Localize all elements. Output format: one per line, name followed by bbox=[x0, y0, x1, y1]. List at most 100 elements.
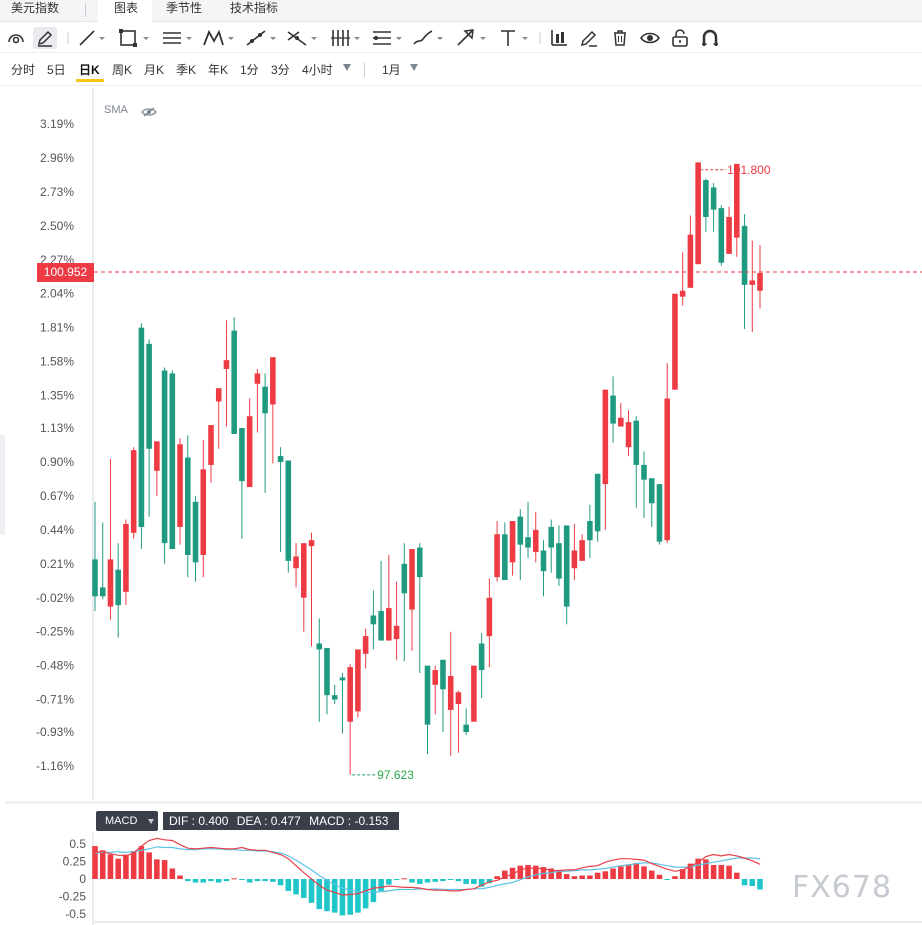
candle-down[interactable] bbox=[231, 330, 237, 434]
candle-up[interactable] bbox=[208, 425, 214, 465]
candle-down[interactable] bbox=[656, 484, 663, 542]
period-4hour[interactable]: 4小时 bbox=[302, 63, 333, 77]
candlestick-chart[interactable]: 3.19%2.96%2.73%2.50%2.27%2.04%1.81%1.58%… bbox=[0, 88, 922, 801]
candle-up[interactable] bbox=[246, 416, 253, 488]
candle-down[interactable] bbox=[556, 543, 562, 579]
candle-up[interactable] bbox=[734, 163, 740, 238]
candle-down[interactable] bbox=[648, 478, 655, 504]
arrow-icon[interactable] bbox=[454, 27, 490, 49]
text-icon[interactable] bbox=[496, 27, 532, 49]
candle-down[interactable] bbox=[331, 695, 338, 700]
candle-up[interactable] bbox=[130, 450, 137, 533]
macd-chart[interactable]: 0.5 0.25 0 -0.25 -0.5 bbox=[0, 833, 922, 925]
candle-up[interactable] bbox=[362, 636, 369, 654]
candle-down[interactable] bbox=[316, 643, 323, 650]
candle-down[interactable] bbox=[594, 473, 601, 532]
candle-up[interactable] bbox=[355, 649, 361, 712]
candle-down[interactable] bbox=[370, 615, 377, 625]
period-weekly[interactable]: 周K bbox=[112, 63, 133, 77]
candle-up[interactable] bbox=[749, 280, 756, 285]
lock-icon[interactable] bbox=[669, 27, 691, 49]
period-daily[interactable]: 日K bbox=[79, 63, 100, 77]
side-panel-handle[interactable] bbox=[0, 435, 5, 535]
candle-up[interactable] bbox=[293, 556, 299, 569]
candle-up[interactable] bbox=[672, 293, 678, 390]
candle-up[interactable] bbox=[679, 290, 686, 297]
line-icon[interactable] bbox=[76, 27, 106, 49]
magnet-icon[interactable] bbox=[5, 27, 27, 49]
candle-up[interactable] bbox=[200, 469, 207, 555]
trash-icon[interactable] bbox=[609, 27, 631, 49]
candle-down[interactable] bbox=[285, 460, 292, 561]
candle-up[interactable] bbox=[447, 675, 454, 710]
pattern-icon[interactable] bbox=[201, 27, 237, 49]
candle-up[interactable] bbox=[386, 608, 392, 641]
candle-down[interactable] bbox=[440, 659, 446, 690]
candle-down[interactable] bbox=[587, 521, 593, 541]
candle-up[interactable] bbox=[393, 625, 400, 640]
candle-down[interactable] bbox=[540, 550, 547, 572]
period-yearly[interactable]: 年K bbox=[208, 63, 229, 77]
candle-up[interactable] bbox=[625, 422, 632, 448]
ray-icon[interactable] bbox=[244, 27, 280, 49]
candle-down[interactable] bbox=[401, 563, 408, 594]
tab-seasonality[interactable]: 季节性 bbox=[166, 1, 203, 15]
candle-down[interactable] bbox=[502, 534, 508, 581]
candle-down[interactable] bbox=[99, 587, 106, 597]
candle-down[interactable] bbox=[718, 208, 725, 263]
candle-up[interactable] bbox=[532, 529, 539, 552]
candle-down[interactable] bbox=[185, 457, 191, 555]
candle-up[interactable] bbox=[455, 692, 462, 705]
eye-icon[interactable] bbox=[639, 27, 661, 49]
candle-down[interactable] bbox=[463, 724, 469, 733]
period-quarterly[interactable]: 季K bbox=[176, 63, 197, 77]
chart-settings-icon[interactable] bbox=[548, 27, 570, 49]
eye-off-icon[interactable] bbox=[141, 106, 157, 118]
rectangle-icon[interactable] bbox=[117, 27, 153, 49]
candle-down[interactable] bbox=[378, 611, 384, 641]
candle-down[interactable] bbox=[641, 464, 647, 480]
candle-up[interactable] bbox=[687, 234, 694, 288]
period-5d[interactable]: 5日 bbox=[47, 63, 66, 77]
candle-up[interactable] bbox=[300, 543, 307, 598]
candle-up[interactable] bbox=[107, 559, 114, 607]
candle-up[interactable] bbox=[254, 373, 261, 384]
candle-down[interactable] bbox=[161, 370, 168, 544]
tab-technical[interactable]: 技术指标 bbox=[230, 1, 279, 15]
chevron-down-icon[interactable] bbox=[410, 64, 418, 71]
candle-up[interactable] bbox=[308, 540, 315, 547]
brush-icon[interactable] bbox=[411, 27, 447, 49]
candle-up[interactable] bbox=[154, 441, 160, 471]
edit-icon[interactable] bbox=[578, 27, 600, 49]
candle-down[interactable] bbox=[115, 569, 121, 606]
candle-up[interactable] bbox=[215, 388, 222, 402]
candle-down[interactable] bbox=[262, 386, 268, 414]
candle-down[interactable] bbox=[563, 525, 570, 607]
pane-divider[interactable] bbox=[5, 801, 922, 804]
candle-up[interactable] bbox=[409, 549, 415, 610]
candle-up[interactable] bbox=[123, 523, 129, 592]
candle-up[interactable] bbox=[494, 534, 500, 578]
candle-down[interactable] bbox=[239, 428, 245, 482]
candle-down[interactable] bbox=[478, 643, 485, 671]
candle-up[interactable] bbox=[471, 665, 477, 722]
candle-down[interactable] bbox=[517, 516, 524, 545]
period-dropdown[interactable]: 1月 bbox=[382, 63, 401, 77]
candle-up[interactable] bbox=[602, 389, 609, 485]
candle-down[interactable] bbox=[424, 665, 431, 725]
candle-down[interactable] bbox=[633, 420, 640, 465]
candle-down[interactable] bbox=[610, 395, 616, 424]
candle-down[interactable] bbox=[416, 547, 423, 578]
candle-up[interactable] bbox=[486, 597, 493, 637]
period-monthly[interactable]: 月K bbox=[144, 63, 165, 77]
candle-down[interactable] bbox=[324, 647, 330, 696]
macd-indicator-button[interactable]: MACD bbox=[96, 811, 158, 831]
sma-indicator-label[interactable]: SMA bbox=[104, 104, 128, 116]
candle-down[interactable] bbox=[710, 187, 717, 210]
period-3min[interactable]: 3分 bbox=[271, 63, 290, 77]
magnet-u-icon[interactable] bbox=[699, 27, 721, 49]
candle-up[interactable] bbox=[177, 444, 183, 527]
candle-up[interactable] bbox=[757, 273, 763, 291]
candle-up[interactable] bbox=[571, 550, 578, 569]
tab-chart[interactable]: 图表 bbox=[98, 0, 152, 23]
